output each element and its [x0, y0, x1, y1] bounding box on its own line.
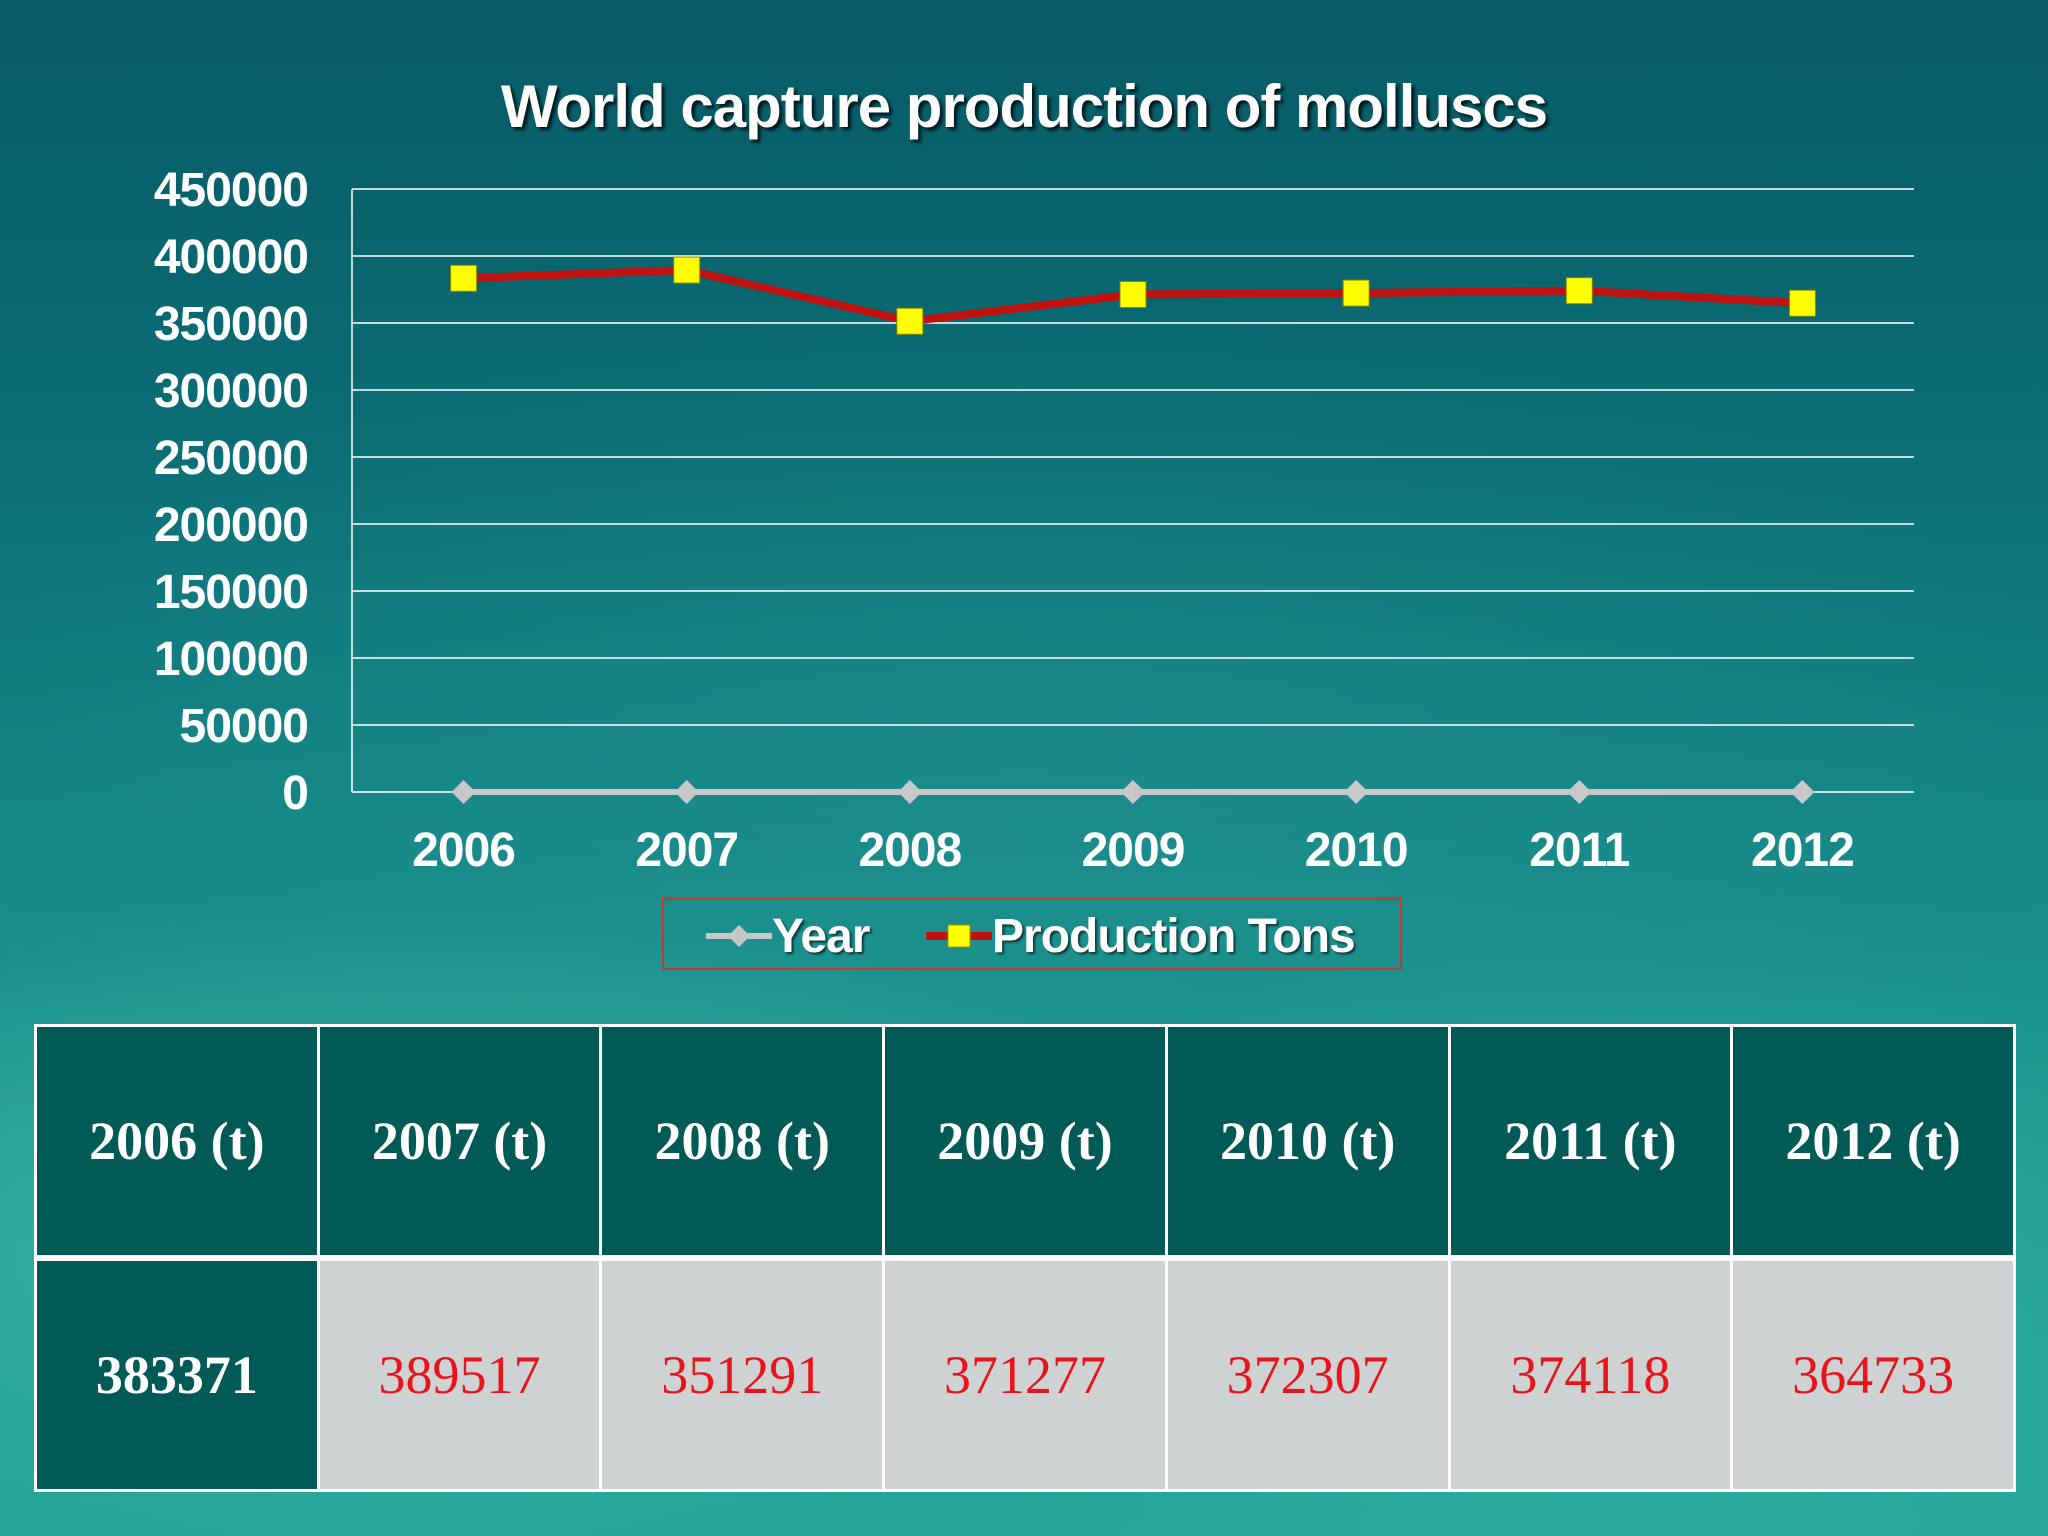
table-value-cell: 389517 [316, 1256, 603, 1492]
table-value-cell: 374118 [1447, 1256, 1734, 1492]
data-point [1565, 277, 1593, 305]
data-point [1121, 780, 1145, 804]
production-table: 2006 (t) 2007 (t) 2008 (t) 2009 (t) 2010… [34, 1024, 2016, 1492]
series [450, 256, 1816, 804]
data-point [1788, 289, 1816, 317]
table-value-cell: 351291 [599, 1256, 886, 1492]
chart-title: World capture production of molluscs [500, 73, 1548, 140]
legend-item-year: Year [706, 900, 870, 972]
y-axis-ticks: 0 50000 100000 150000 200000 250000 300000 3500… [154, 164, 309, 820]
legend: Year Production Tons [662, 898, 1402, 970]
table-row: 383371 389517 351291 371277 372307 37411… [34, 1256, 2016, 1492]
line-chart: 0 50000 100000 150000 200000 250000 300000 3500… [154, 164, 1914, 877]
x-tick-label: 2010 [1305, 824, 1408, 877]
table-value-cell: 364733 [1730, 1256, 2016, 1492]
table-header-cell: 2006 (t) [34, 1024, 320, 1261]
x-tick-label: 2012 [1751, 824, 1854, 877]
data-point [674, 780, 699, 804]
series-year [451, 780, 1815, 804]
data-point [673, 256, 701, 284]
data-point [1344, 780, 1369, 804]
data-point [451, 780, 476, 804]
table-header-cell: 2012 (t) [1730, 1024, 2016, 1261]
y-tick-label: 150000 [154, 566, 308, 619]
table-value-cell: 371277 [882, 1256, 1168, 1492]
data-point [1119, 280, 1147, 308]
y-tick-label: 300000 [154, 365, 308, 418]
data-point [1567, 780, 1592, 804]
y-tick-label: 250000 [154, 432, 308, 485]
legend-item-production: Production Tons [926, 900, 1356, 972]
y-tick-label: 0 [282, 767, 308, 820]
table-header-cell: 2007 (t) [316, 1024, 603, 1261]
y-tick-label: 350000 [154, 298, 308, 351]
legend-label-year: Year [772, 909, 870, 963]
table-value-cell: 383371 [34, 1256, 320, 1492]
data-point [450, 264, 478, 292]
data-point [1790, 780, 1815, 804]
data-point [896, 307, 924, 335]
y-tick-label: 450000 [154, 164, 308, 217]
y-tick-label: 50000 [180, 700, 308, 753]
table-header-row: 2006 (t) 2007 (t) 2008 (t) 2009 (t) 2010… [34, 1024, 2016, 1261]
table-header-cell: 2011 (t) [1447, 1024, 1734, 1261]
gridlines [351, 188, 1914, 793]
x-tick-label: 2006 [412, 824, 515, 877]
x-tick-label: 2009 [1082, 824, 1185, 877]
table-header-cell: 2009 (t) [882, 1024, 1168, 1261]
y-tick-label: 200000 [154, 499, 308, 552]
x-tick-label: 2007 [635, 824, 738, 877]
x-tick-label: 2008 [858, 824, 961, 877]
table-value-cell: 372307 [1164, 1256, 1451, 1492]
y-tick-label: 400000 [154, 231, 308, 284]
legend-production-marker [926, 924, 992, 948]
x-axis-ticks: 2006 2007 2008 2009 2010 2011 2012 [412, 824, 1855, 877]
table-header-cell: 2008 (t) [599, 1024, 886, 1261]
y-tick-label: 100000 [154, 633, 308, 686]
table-header-cell: 2010 (t) [1164, 1024, 1451, 1261]
data-point [897, 780, 922, 804]
legend-label-production: Production Tons [992, 909, 1356, 963]
x-tick-label: 2011 [1529, 824, 1629, 877]
series-production-tons [450, 256, 1816, 335]
data-point [1342, 279, 1370, 307]
legend-year-marker [706, 925, 772, 947]
